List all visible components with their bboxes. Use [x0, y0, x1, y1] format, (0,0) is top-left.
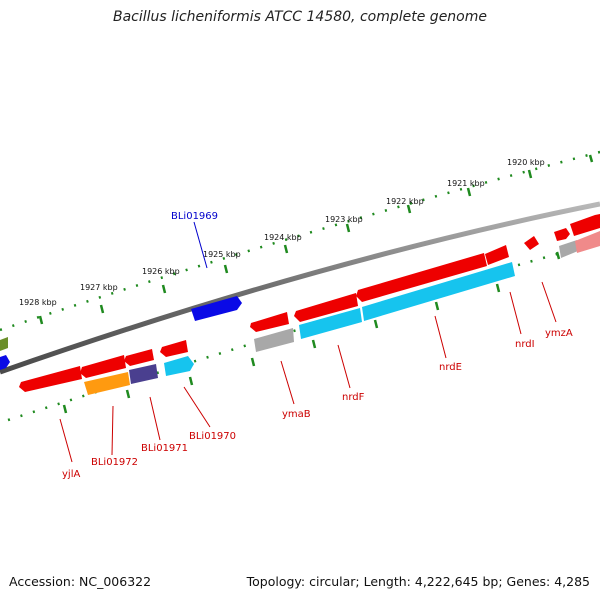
gene-labels: BLi01969 yjlA BLi01972 BLi01971 BLi01970… — [62, 211, 573, 480]
gene-nrde-red[interactable] — [356, 253, 487, 302]
tick-label-1922: 1922 kbp — [386, 197, 424, 206]
genome-backbone — [0, 201, 600, 375]
label-ymza: ymzA — [545, 328, 573, 339]
gene-nrdf[interactable] — [299, 308, 362, 339]
gene-top-red-1[interactable] — [570, 214, 600, 236]
gene-bli01970-red[interactable] — [160, 340, 188, 357]
label-ymab: ymaB — [282, 409, 311, 420]
tick-label-1923: 1923 kbp — [325, 215, 363, 224]
tick-label-1924: 1924 kbp — [264, 233, 302, 242]
map-title: Bacillus licheniformis ATCC 14580, compl… — [113, 9, 487, 25]
gene-yjla[interactable] — [19, 366, 82, 392]
gene-bli01969[interactable] — [191, 296, 242, 321]
gene-bli01971[interactable] — [129, 364, 158, 384]
gene-top-red-2[interactable] — [554, 228, 570, 241]
gene-ymab-red[interactable] — [250, 312, 289, 332]
inner-major-ticks — [62, 251, 561, 414]
forward-strand-genes — [191, 214, 600, 321]
label-connectors — [59, 221, 557, 463]
accession-text: Accession: NC_006322 — [9, 574, 152, 589]
tick-label-1920: 1920 kbp — [507, 158, 545, 167]
label-bli01971: BLi01971 — [141, 443, 188, 454]
tick-labels: 1920 kbp 1921 kbp 1922 kbp 1923 kbp 1924… — [19, 158, 545, 307]
label-bli01970: BLi01970 — [189, 431, 236, 442]
tick-label-1921: 1921 kbp — [447, 179, 485, 188]
label-yjla: yjlA — [62, 469, 80, 480]
gene-left-blue[interactable] — [0, 355, 10, 370]
gene-bli01972-red[interactable] — [80, 355, 126, 378]
gene-nrde[interactable] — [362, 262, 515, 321]
tick-label-1928: 1928 kbp — [19, 298, 57, 307]
gene-left-olive[interactable] — [0, 337, 8, 351]
label-nrdi: nrdI — [515, 339, 535, 350]
tick-label-1926: 1926 kbp — [142, 267, 180, 276]
label-nrde: nrdE — [439, 362, 462, 373]
label-bli01969: BLi01969 — [171, 211, 218, 222]
tick-label-1927: 1927 kbp — [80, 283, 118, 292]
tick-label-1925: 1925 kbp — [203, 250, 241, 259]
outer-major-ticks — [38, 154, 594, 325]
reverse-strand-genes — [0, 231, 600, 395]
gene-bli01970[interactable] — [164, 356, 194, 376]
gene-ymza-red[interactable] — [524, 236, 539, 250]
gene-nrdi[interactable] — [485, 245, 509, 265]
gene-bli01972[interactable] — [84, 372, 130, 395]
label-nrdf: nrdF — [342, 392, 365, 403]
gene-ymza[interactable] — [559, 240, 578, 258]
gene-ymab[interactable] — [254, 328, 294, 352]
gene-bli01971-red[interactable] — [124, 349, 154, 366]
genome-summary-text: Topology: circular; Length: 4,222,645 bp… — [246, 574, 590, 589]
label-bli01972: BLi01972 — [91, 457, 138, 468]
gene-right-pink[interactable] — [575, 231, 600, 253]
gene-nrdf-red[interactable] — [294, 293, 358, 322]
